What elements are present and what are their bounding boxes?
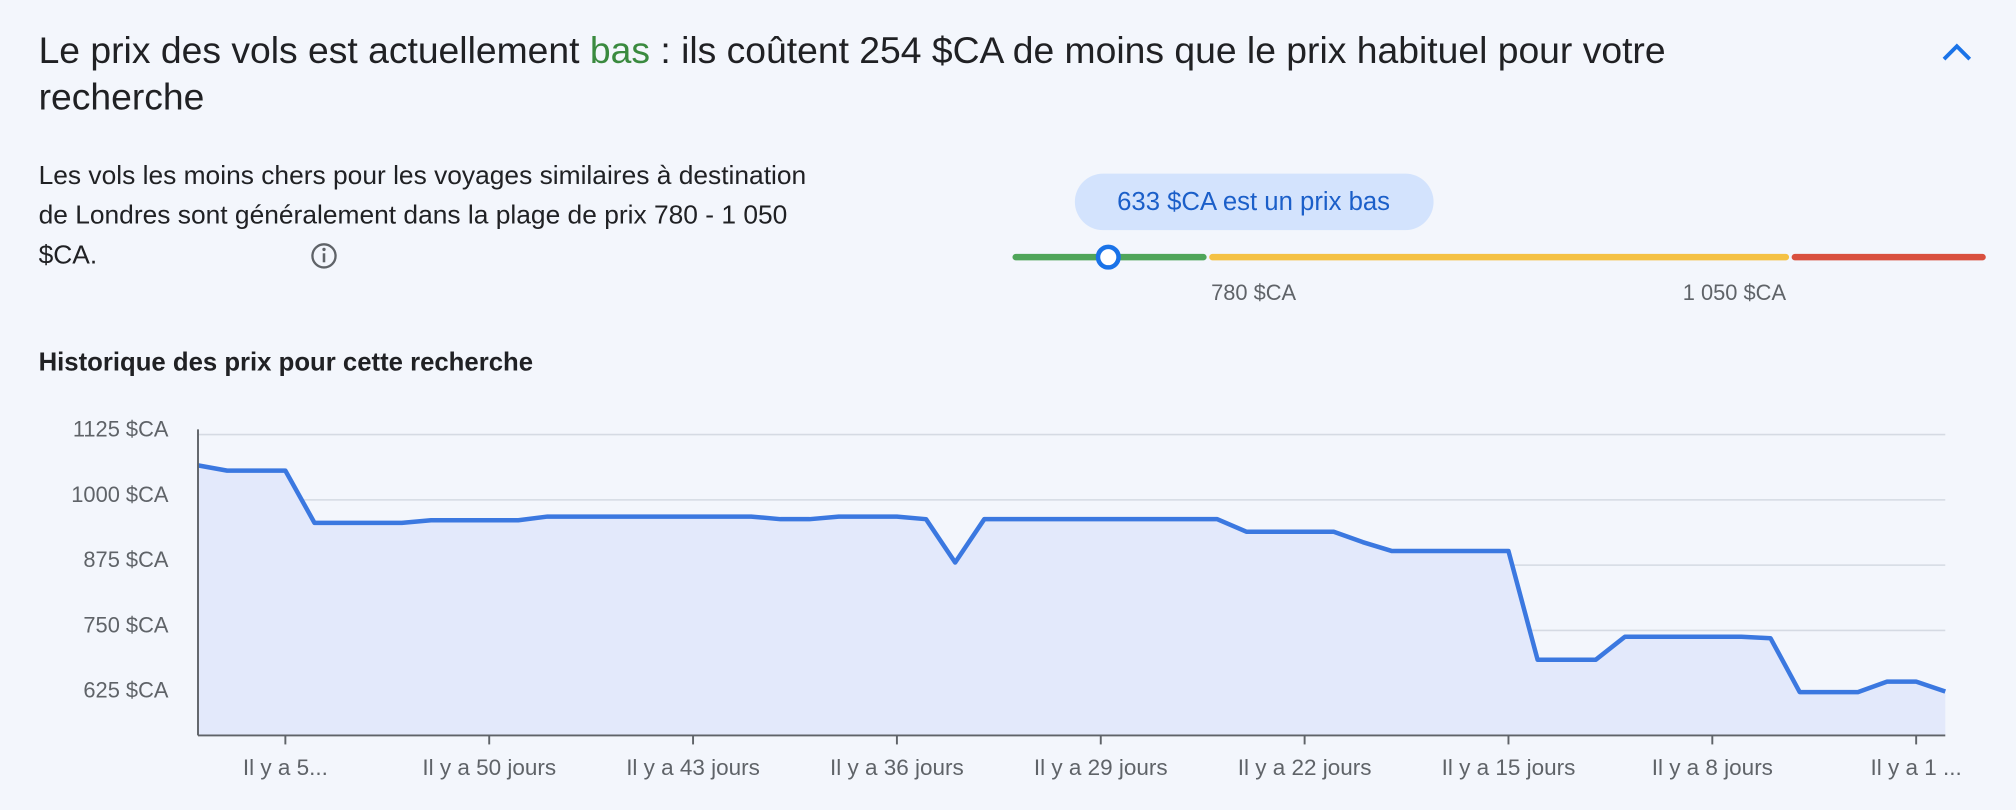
- headline-part: Le prix des vols est actuellement: [38, 30, 590, 72]
- range-low-label: 780 $CA: [1211, 280, 1296, 305]
- area: [197, 465, 1946, 736]
- description: Les vols les moins chers pour les voyage…: [38, 160, 807, 270]
- x-tick-label: Il y a 29 jours: [1034, 755, 1168, 780]
- x-tick-label: Il y a 1 ...: [1871, 755, 1962, 780]
- line-chart: 625 $CA 750 $CA 875 $CA 1000 $CA 1125 $CA Il …: [71, 416, 1962, 779]
- x-tick-label: Il y a 36 jours: [830, 755, 964, 780]
- x-tick-label: Il y a 22 jours: [1238, 755, 1372, 780]
- x-tick-label: Il y a 50 jours: [422, 755, 556, 780]
- info-icon[interactable]: [311, 243, 337, 269]
- tooltip-bg: [1074, 173, 1434, 231]
- x-tick-label: Il y a 5...: [243, 755, 328, 780]
- chart-title: Historique des prix pour cette recherche: [38, 348, 534, 377]
- x-tick-label: Il y a 8 jours: [1652, 755, 1773, 780]
- x-tick-label: Il y a 43 jours: [626, 755, 760, 780]
- current-price-marker: [1095, 244, 1121, 270]
- headline-highlight: bas: [589, 30, 650, 72]
- headline-part: : ils coûtent 254 $CA de moins que le pr…: [38, 30, 1666, 119]
- collapse-chevron[interactable]: [1942, 43, 1972, 61]
- y-tick-label: 875 $CA: [83, 547, 168, 572]
- headline: Le prix des vols est actuellement bas : …: [39, 28, 1839, 121]
- y-tick-label: 1000 $CA: [71, 482, 169, 507]
- info-icon-dot: [322, 247, 326, 252]
- range-high-label: 1 050 $CA: [1683, 280, 1787, 305]
- y-tick-label: 750 $CA: [83, 612, 168, 637]
- x-tick-label: Il y a 15 jours: [1442, 755, 1576, 780]
- price-line: [197, 463, 1947, 695]
- y-tick-label: 1125 $CA: [73, 416, 169, 441]
- tooltip-label: 633 $CA est un prix bas: [1117, 188, 1390, 216]
- y-tick-label: 625 $CA: [83, 678, 168, 703]
